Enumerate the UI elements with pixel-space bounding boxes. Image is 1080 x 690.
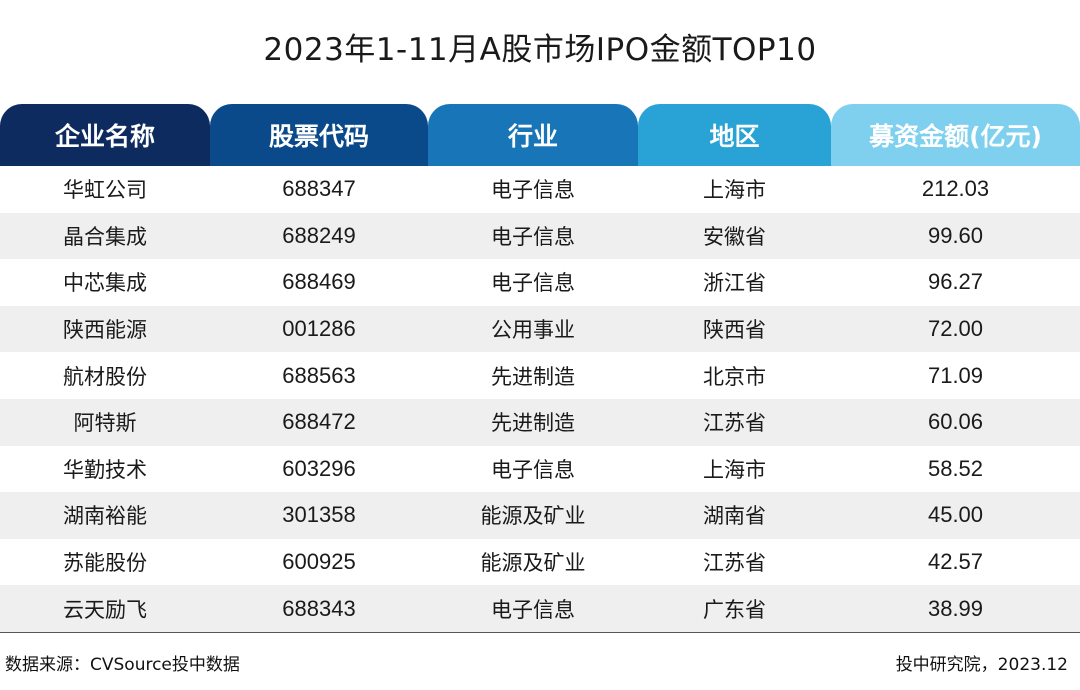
- table-cell: 云天励飞: [63, 597, 147, 622]
- table-cell: 72.00: [927, 316, 984, 342]
- table-cell: 湖南裕能: [63, 504, 147, 529]
- table-cell: 688343: [282, 595, 356, 621]
- table-row: 中芯集成 688469 电子信息 浙江省 96.27: [0, 259, 1080, 306]
- table-cell: 301358: [282, 502, 356, 528]
- table-cell: 电子信息: [491, 597, 575, 622]
- table-cell: 001286: [282, 316, 356, 342]
- table-cell: 华虹公司: [63, 178, 147, 203]
- data-source: 数据来源：CVSource投中数据: [5, 655, 240, 675]
- table-cell: 先进制造: [491, 411, 575, 436]
- table-row: 陕西能源 001286 公用事业 陕西省 72.00: [0, 305, 1080, 353]
- table-cell: 湖南省: [703, 504, 766, 529]
- table-cell: 688563: [282, 362, 356, 388]
- table-cell: 安徽省: [703, 224, 766, 249]
- table-cell: 公用事业: [491, 318, 575, 343]
- credit: 投中研究院，2023.12: [895, 655, 1068, 675]
- table-cell: 能源及矿业: [480, 551, 586, 576]
- column-header: 企业名称: [0, 104, 210, 166]
- table-cell: 北京市: [703, 364, 766, 389]
- table-row: 阿特斯 688472 先进制造 江苏省 60.06: [0, 398, 1080, 446]
- table-cell: 60.06: [927, 409, 984, 435]
- table-header: 企业名称 股票代码 行业 地区 募资金额(亿元): [0, 104, 1080, 166]
- table-cell: 电子信息: [491, 224, 575, 249]
- table-cell: 先进制造: [491, 364, 575, 389]
- column-header: 募资金额(亿元): [831, 104, 1080, 166]
- table-cell: 航材股份: [63, 364, 147, 389]
- column-header: 地区: [638, 104, 831, 166]
- table-cell: 陕西能源: [63, 318, 147, 343]
- table-cell: 42.57: [927, 549, 984, 575]
- column-header: 股票代码: [210, 104, 428, 166]
- table-cell: 苏能股份: [63, 551, 147, 576]
- table-cell: 688347: [282, 176, 356, 202]
- table-cell: 广东省: [703, 597, 766, 622]
- table-row: 航材股份 688563 先进制造 北京市 71.09: [0, 352, 1080, 399]
- table-cell: 上海市: [703, 457, 766, 482]
- table-cell: 38.99: [927, 595, 984, 621]
- column-header: 行业: [428, 104, 638, 166]
- table-cell: 阿特斯: [73, 411, 137, 436]
- table-cell: 71.09: [927, 362, 984, 388]
- table-cell: 中芯集成: [63, 271, 147, 296]
- table-cell: 电子信息: [491, 178, 575, 203]
- table-row: 苏能股份 600925 能源及矿业 江苏省 42.57: [0, 539, 1080, 586]
- table-cell: 上海市: [703, 178, 766, 203]
- table-row: 晶合集成 688249 电子信息 安徽省 99.60: [0, 212, 1080, 260]
- table-cell: 603296: [282, 455, 356, 481]
- table-cell: 688472: [282, 409, 356, 435]
- table-cell: 688249: [282, 222, 356, 248]
- table-cell: 江苏省: [703, 411, 766, 436]
- table-row: 华虹公司 688347 电子信息 上海市 212.03: [0, 166, 1080, 213]
- table-cell: 96.27: [927, 269, 984, 295]
- table-cell: 212.03: [921, 176, 990, 202]
- table-cell: 晶合集成: [63, 224, 147, 249]
- table-cell: 浙江省: [703, 271, 766, 296]
- table-cell: 58.52: [927, 455, 984, 481]
- table-cell: 能源及矿业: [480, 504, 586, 529]
- table-cell: 600925: [282, 549, 356, 575]
- ipo-table: 企业名称 股票代码 行业 地区 募资金额(亿元) 华虹公司 688347 电子信息 上海市 21…: [0, 104, 1080, 633]
- table-cell: 688469: [282, 269, 356, 295]
- footer: 数据来源：CVSource投中数据 投中研究院，2023.12: [0, 650, 1080, 675]
- chart-title: 2023年1-11月A股市场IPO金额TOP10: [263, 32, 817, 68]
- table-cell: 45.00: [927, 502, 984, 528]
- table-cell: 电子信息: [491, 457, 575, 482]
- table-cell: 99.60: [927, 222, 984, 248]
- table-cell: 电子信息: [491, 271, 575, 296]
- table-body: 华虹公司 688347 电子信息 上海市 212.03 晶合集成 688249 电子信息 安徽省…: [0, 166, 1080, 633]
- table-row: 云天励飞 688343 电子信息 广东省 38.99: [0, 585, 1080, 632]
- table-cell: 陕西省: [703, 318, 766, 343]
- table-row: 湖南裕能 301358 能源及矿业 湖南省 45.00: [0, 492, 1080, 539]
- table-row: 华勤技术 603296 电子信息 上海市 58.52: [0, 446, 1080, 493]
- table-cell: 华勤技术: [63, 457, 147, 482]
- table-cell: 江苏省: [703, 551, 766, 576]
